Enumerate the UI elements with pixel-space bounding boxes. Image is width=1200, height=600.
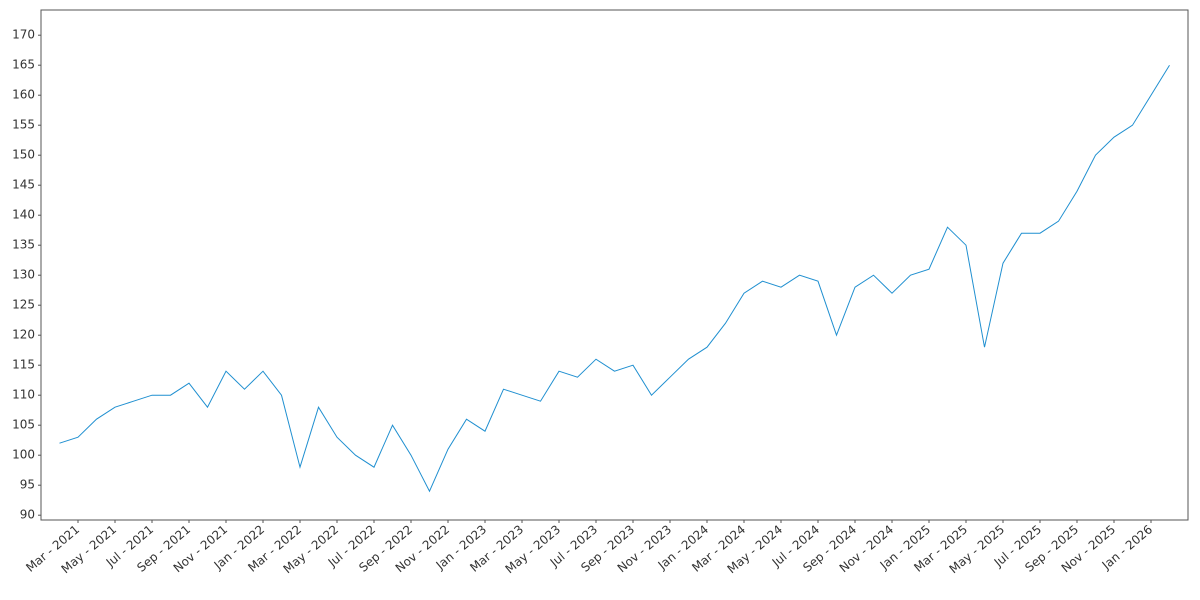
y-tick-label: 140 (12, 208, 35, 222)
y-tick-label: 100 (12, 448, 35, 462)
plot-frame (40, 9, 1189, 521)
y-tick-label: 110 (12, 388, 35, 402)
y-tick-label: 95 (20, 478, 35, 492)
y-tick-label: 120 (12, 328, 35, 342)
y-tick-label: 145 (12, 178, 35, 192)
y-tick-label: 90 (20, 508, 35, 522)
y-tick-label: 160 (12, 88, 35, 102)
y-tick-label: 105 (12, 418, 35, 432)
y-tick-label: 125 (12, 298, 35, 312)
y-tick-label: 165 (12, 58, 35, 72)
y-tick-label: 155 (12, 118, 35, 132)
y-tick-label: 150 (12, 148, 35, 162)
y-tick-label: 135 (12, 238, 35, 252)
y-tick-label: 115 (12, 358, 35, 372)
y-tick-label: 130 (12, 268, 35, 282)
data-line (59, 64, 1170, 493)
y-tick-label: 170 (12, 28, 35, 42)
